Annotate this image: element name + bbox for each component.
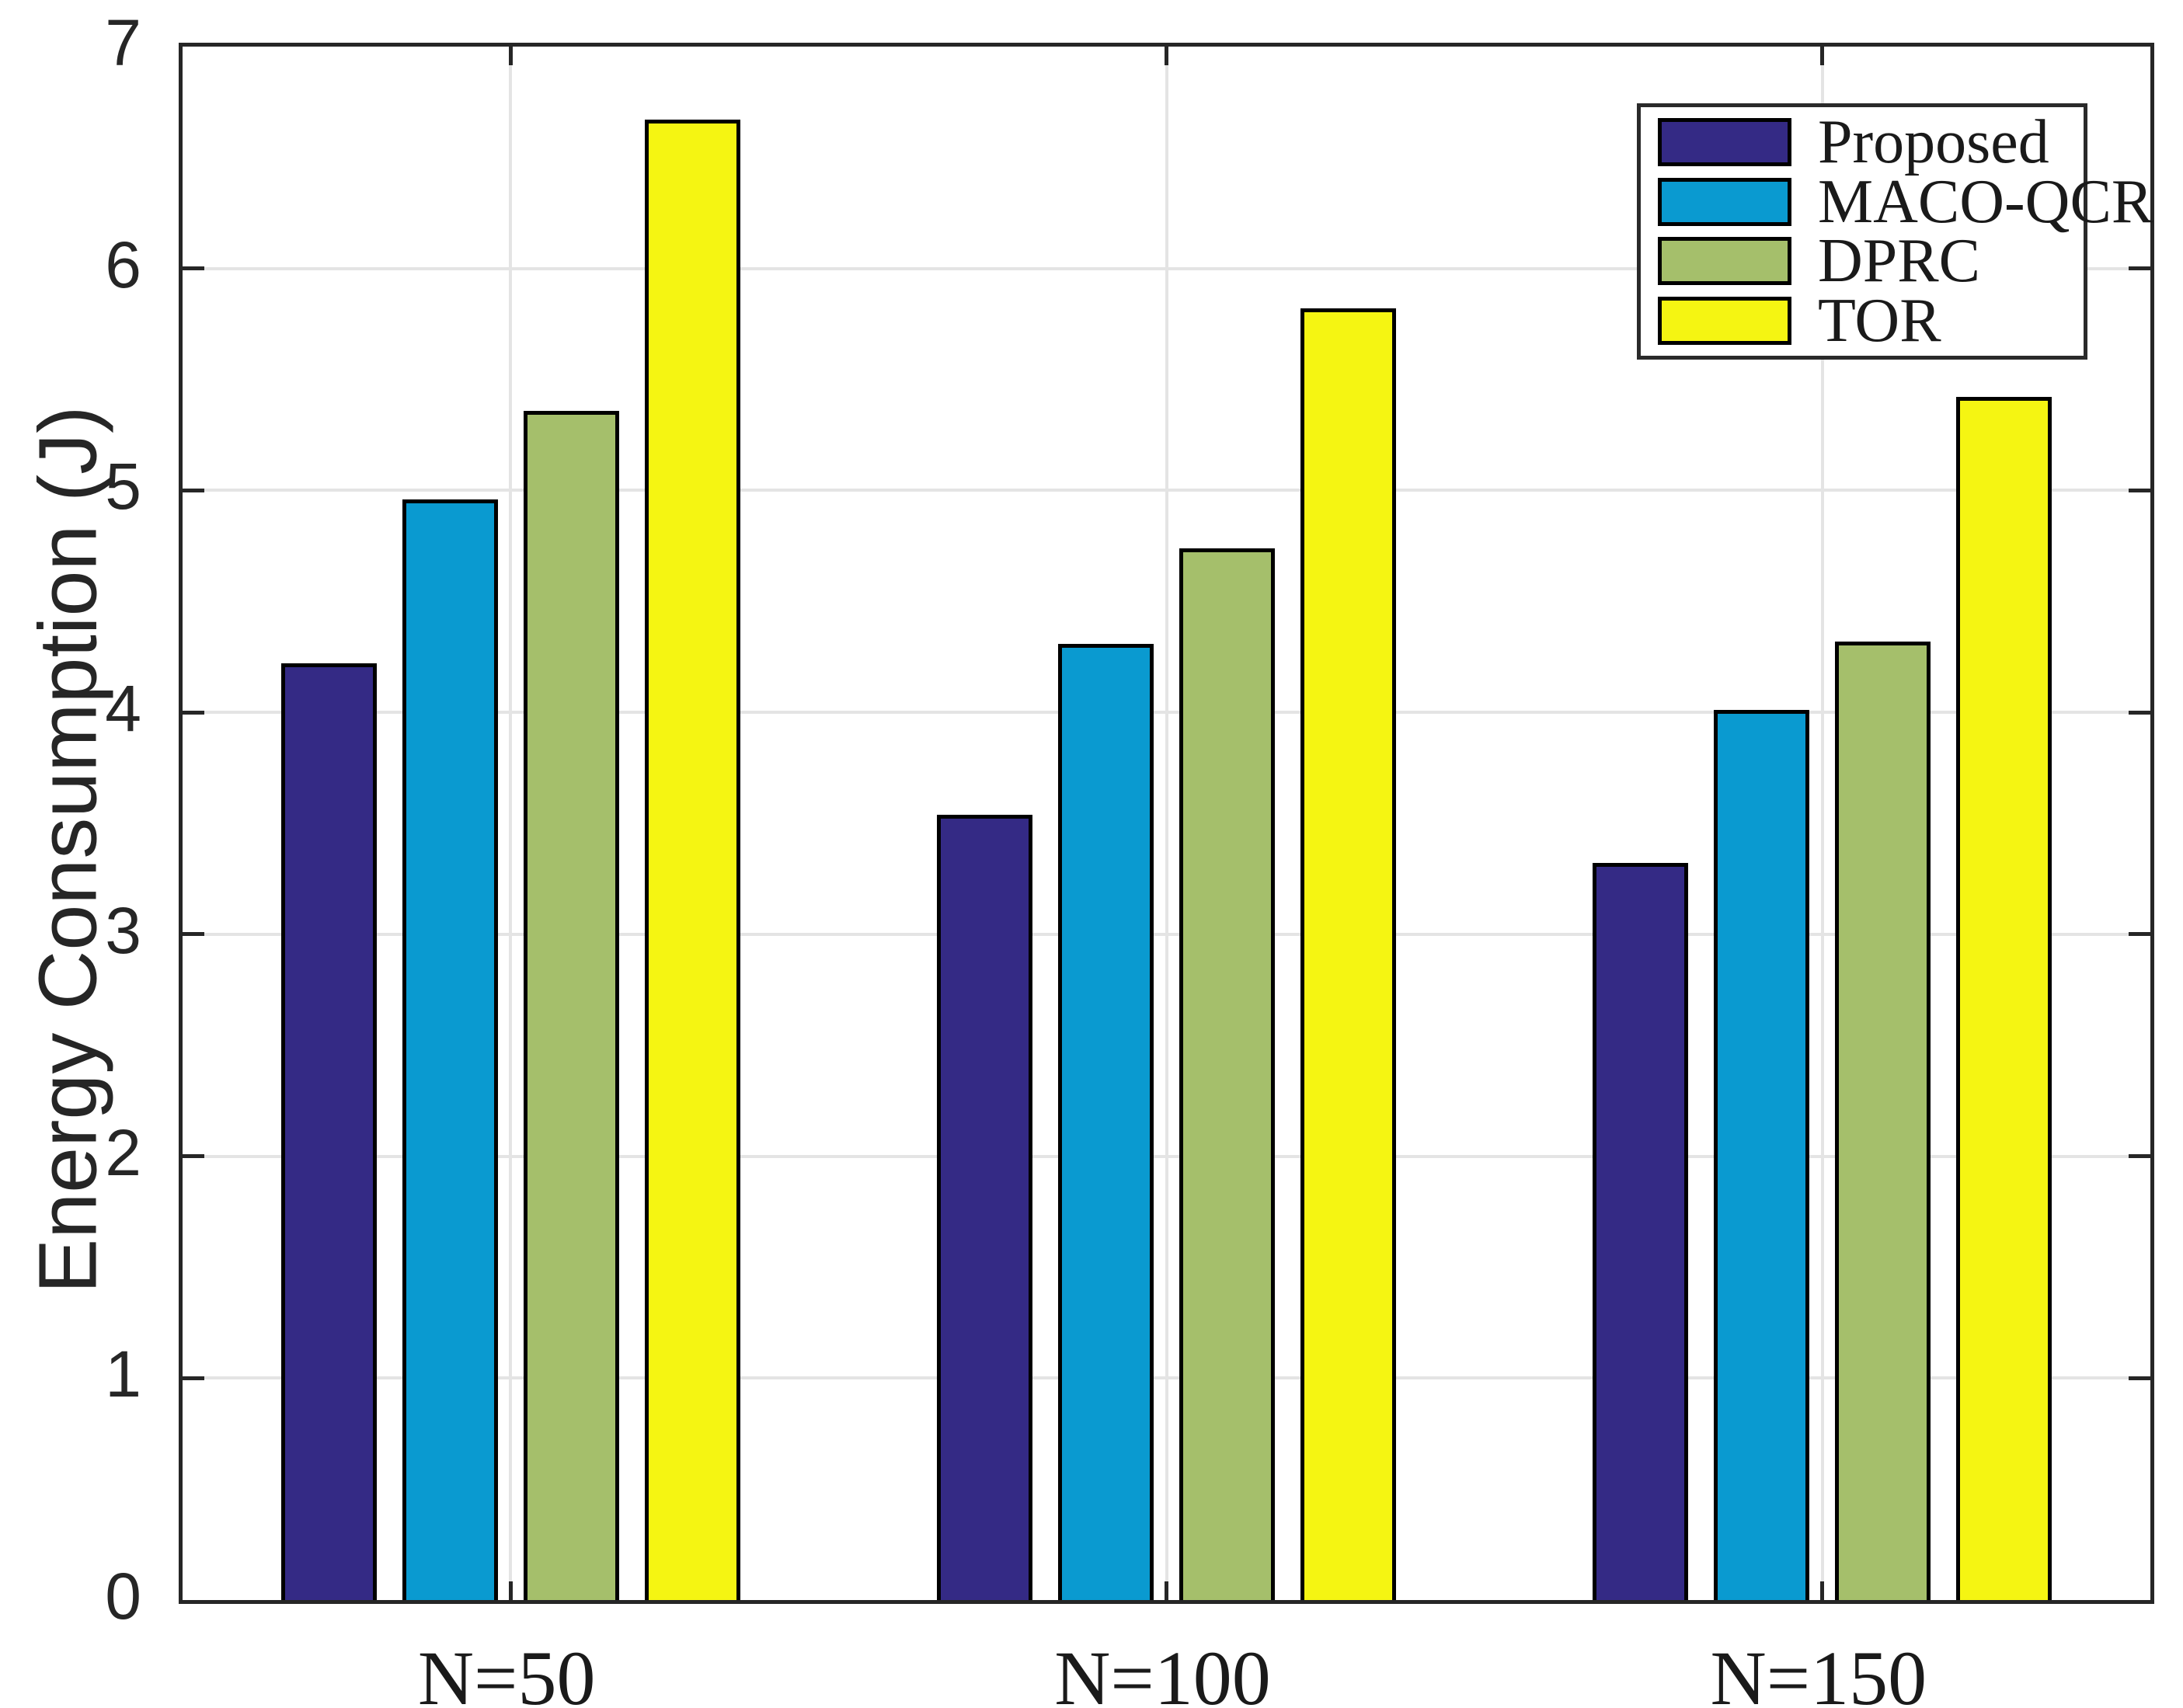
bar-maco-qcr-n=100 (1058, 644, 1154, 1600)
bottom-tick-0 (508, 1581, 513, 1600)
y-tick-label-7: 7 (105, 6, 141, 79)
left-tick-6 (183, 266, 204, 271)
bar-maco-qcr-n=50 (402, 499, 498, 1600)
x-tick-label-0: N=50 (417, 1635, 596, 1708)
y-tick-label-0: 0 (105, 1560, 141, 1633)
right-tick-5 (2129, 488, 2150, 492)
bar-proposed-n=150 (1593, 863, 1689, 1600)
bar-dprc-n=150 (1835, 642, 1931, 1600)
bar-tor-n=100 (1300, 308, 1396, 1600)
bottom-tick-2 (1820, 1581, 1825, 1600)
bar-tor-n=50 (644, 120, 740, 1600)
y-tick-label-3: 3 (105, 893, 141, 967)
right-tick-3 (2129, 932, 2150, 937)
right-tick-4 (2129, 710, 2150, 715)
top-tick-1 (1165, 47, 1168, 65)
y-tick-label-4: 4 (105, 672, 141, 746)
legend-row-maco-qcr: MACO-QCR (1641, 171, 2153, 233)
legend-label-maco-qcr: MACO-QCR (1818, 167, 2153, 236)
legend-label-proposed: Proposed (1818, 108, 2049, 177)
bottom-tick-1 (1165, 1581, 1168, 1600)
v-gridline-0 (509, 47, 513, 1600)
bar-tor-n=150 (1956, 397, 2052, 1600)
x-tick-label-2: N=150 (1710, 1635, 1927, 1708)
legend: Proposed MACO-QCR DPRC TOR (1637, 103, 2153, 360)
legend-row-dprc: DPRC (1641, 227, 2084, 296)
top-tick-2 (1820, 47, 1825, 65)
legend-label-dprc: DPRC (1818, 227, 1980, 296)
left-tick-1 (183, 1376, 204, 1380)
y-tick-label-6: 6 (105, 228, 141, 301)
right-tick-6 (2129, 266, 2150, 271)
bar-dprc-n=100 (1179, 548, 1275, 1600)
right-tick-2 (2129, 1154, 2150, 1159)
legend-swatch-proposed (1658, 118, 1791, 167)
right-tick-1 (2129, 1376, 2150, 1380)
left-tick-2 (183, 1154, 204, 1159)
bar-proposed-n=50 (280, 663, 377, 1600)
left-tick-3 (183, 932, 204, 937)
bar-maco-qcr-n=150 (1714, 710, 1810, 1600)
x-tick-label-1: N=100 (1054, 1635, 1271, 1708)
legend-row-proposed: Proposed (1641, 108, 2084, 177)
left-tick-4 (183, 710, 204, 715)
v-gridline-2 (1820, 47, 1824, 1600)
y-tick-label-2: 2 (105, 1115, 141, 1189)
bar-dprc-n=50 (523, 411, 619, 1600)
legend-swatch-maco-qcr (1658, 177, 1791, 226)
bar-proposed-n=100 (937, 815, 1032, 1600)
left-tick-5 (183, 488, 204, 492)
legend-row-tor: TOR (1641, 286, 2084, 355)
y-tick-label-5: 5 (105, 450, 141, 524)
legend-swatch-tor (1658, 296, 1791, 345)
top-tick-0 (508, 47, 513, 65)
legend-label-tor: TOR (1818, 286, 1941, 355)
legend-swatch-dprc (1658, 237, 1791, 286)
v-gridline-1 (1165, 47, 1168, 1600)
y-tick-label-1: 1 (105, 1338, 141, 1411)
